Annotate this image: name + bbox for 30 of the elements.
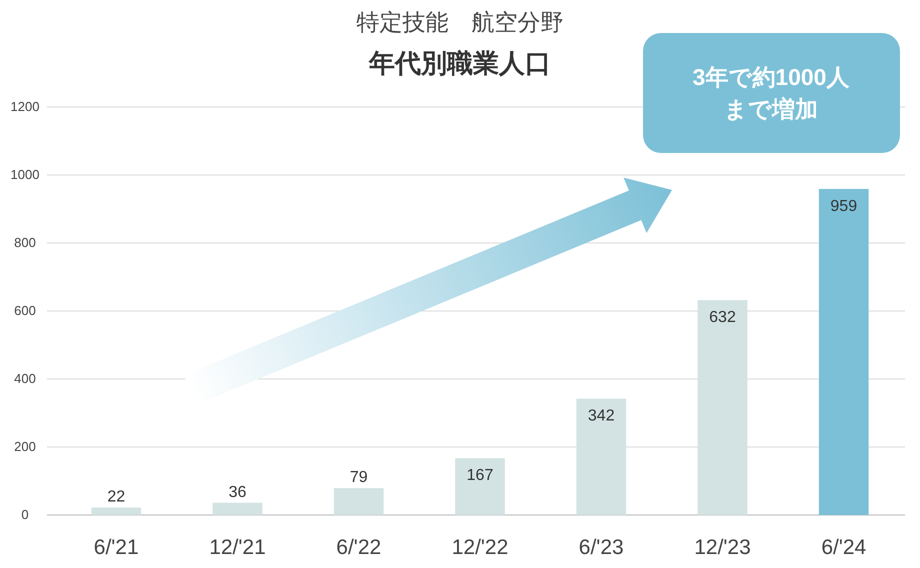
- bar: [455, 458, 505, 515]
- x-tick-label: 12/'23: [694, 536, 751, 559]
- x-tick-label: 6/'23: [578, 536, 624, 559]
- annotation: まで増加: [724, 96, 818, 122]
- data-label: 342: [588, 408, 615, 425]
- y-tick-label: 1200: [10, 99, 40, 114]
- bar: [818, 188, 869, 515]
- chart-subtitle: 年代別職業人口: [368, 48, 551, 78]
- y-tick-label: 400: [14, 371, 36, 386]
- bar: [91, 508, 142, 515]
- x-tick-label: 6/'21: [94, 536, 139, 559]
- data-label: 632: [709, 309, 736, 326]
- bar: [212, 502, 262, 515]
- x-tick-label: 6/'24: [821, 536, 867, 559]
- data-label: 22: [107, 488, 126, 506]
- data-label: 79: [350, 469, 368, 486]
- x-tick-label: 12/'22: [452, 536, 508, 559]
- data-label: 167: [466, 467, 494, 484]
- y-tick-label: 600: [14, 303, 36, 318]
- data-label: 959: [830, 198, 858, 215]
- x-tick-label: 12/'21: [209, 536, 266, 559]
- bar: [334, 488, 384, 515]
- y-tick-label: 1000: [10, 167, 40, 182]
- y-tick-label: 0: [21, 507, 29, 522]
- y-tick-label: 800: [14, 235, 36, 250]
- chart-title: 特定技能 航空分野: [356, 9, 564, 35]
- y-tick-label: 200: [14, 439, 36, 454]
- text: 3年で約1000人: [692, 64, 850, 90]
- data-label: 36: [228, 484, 246, 501]
- x-tick-label: 6/'22: [336, 536, 382, 559]
